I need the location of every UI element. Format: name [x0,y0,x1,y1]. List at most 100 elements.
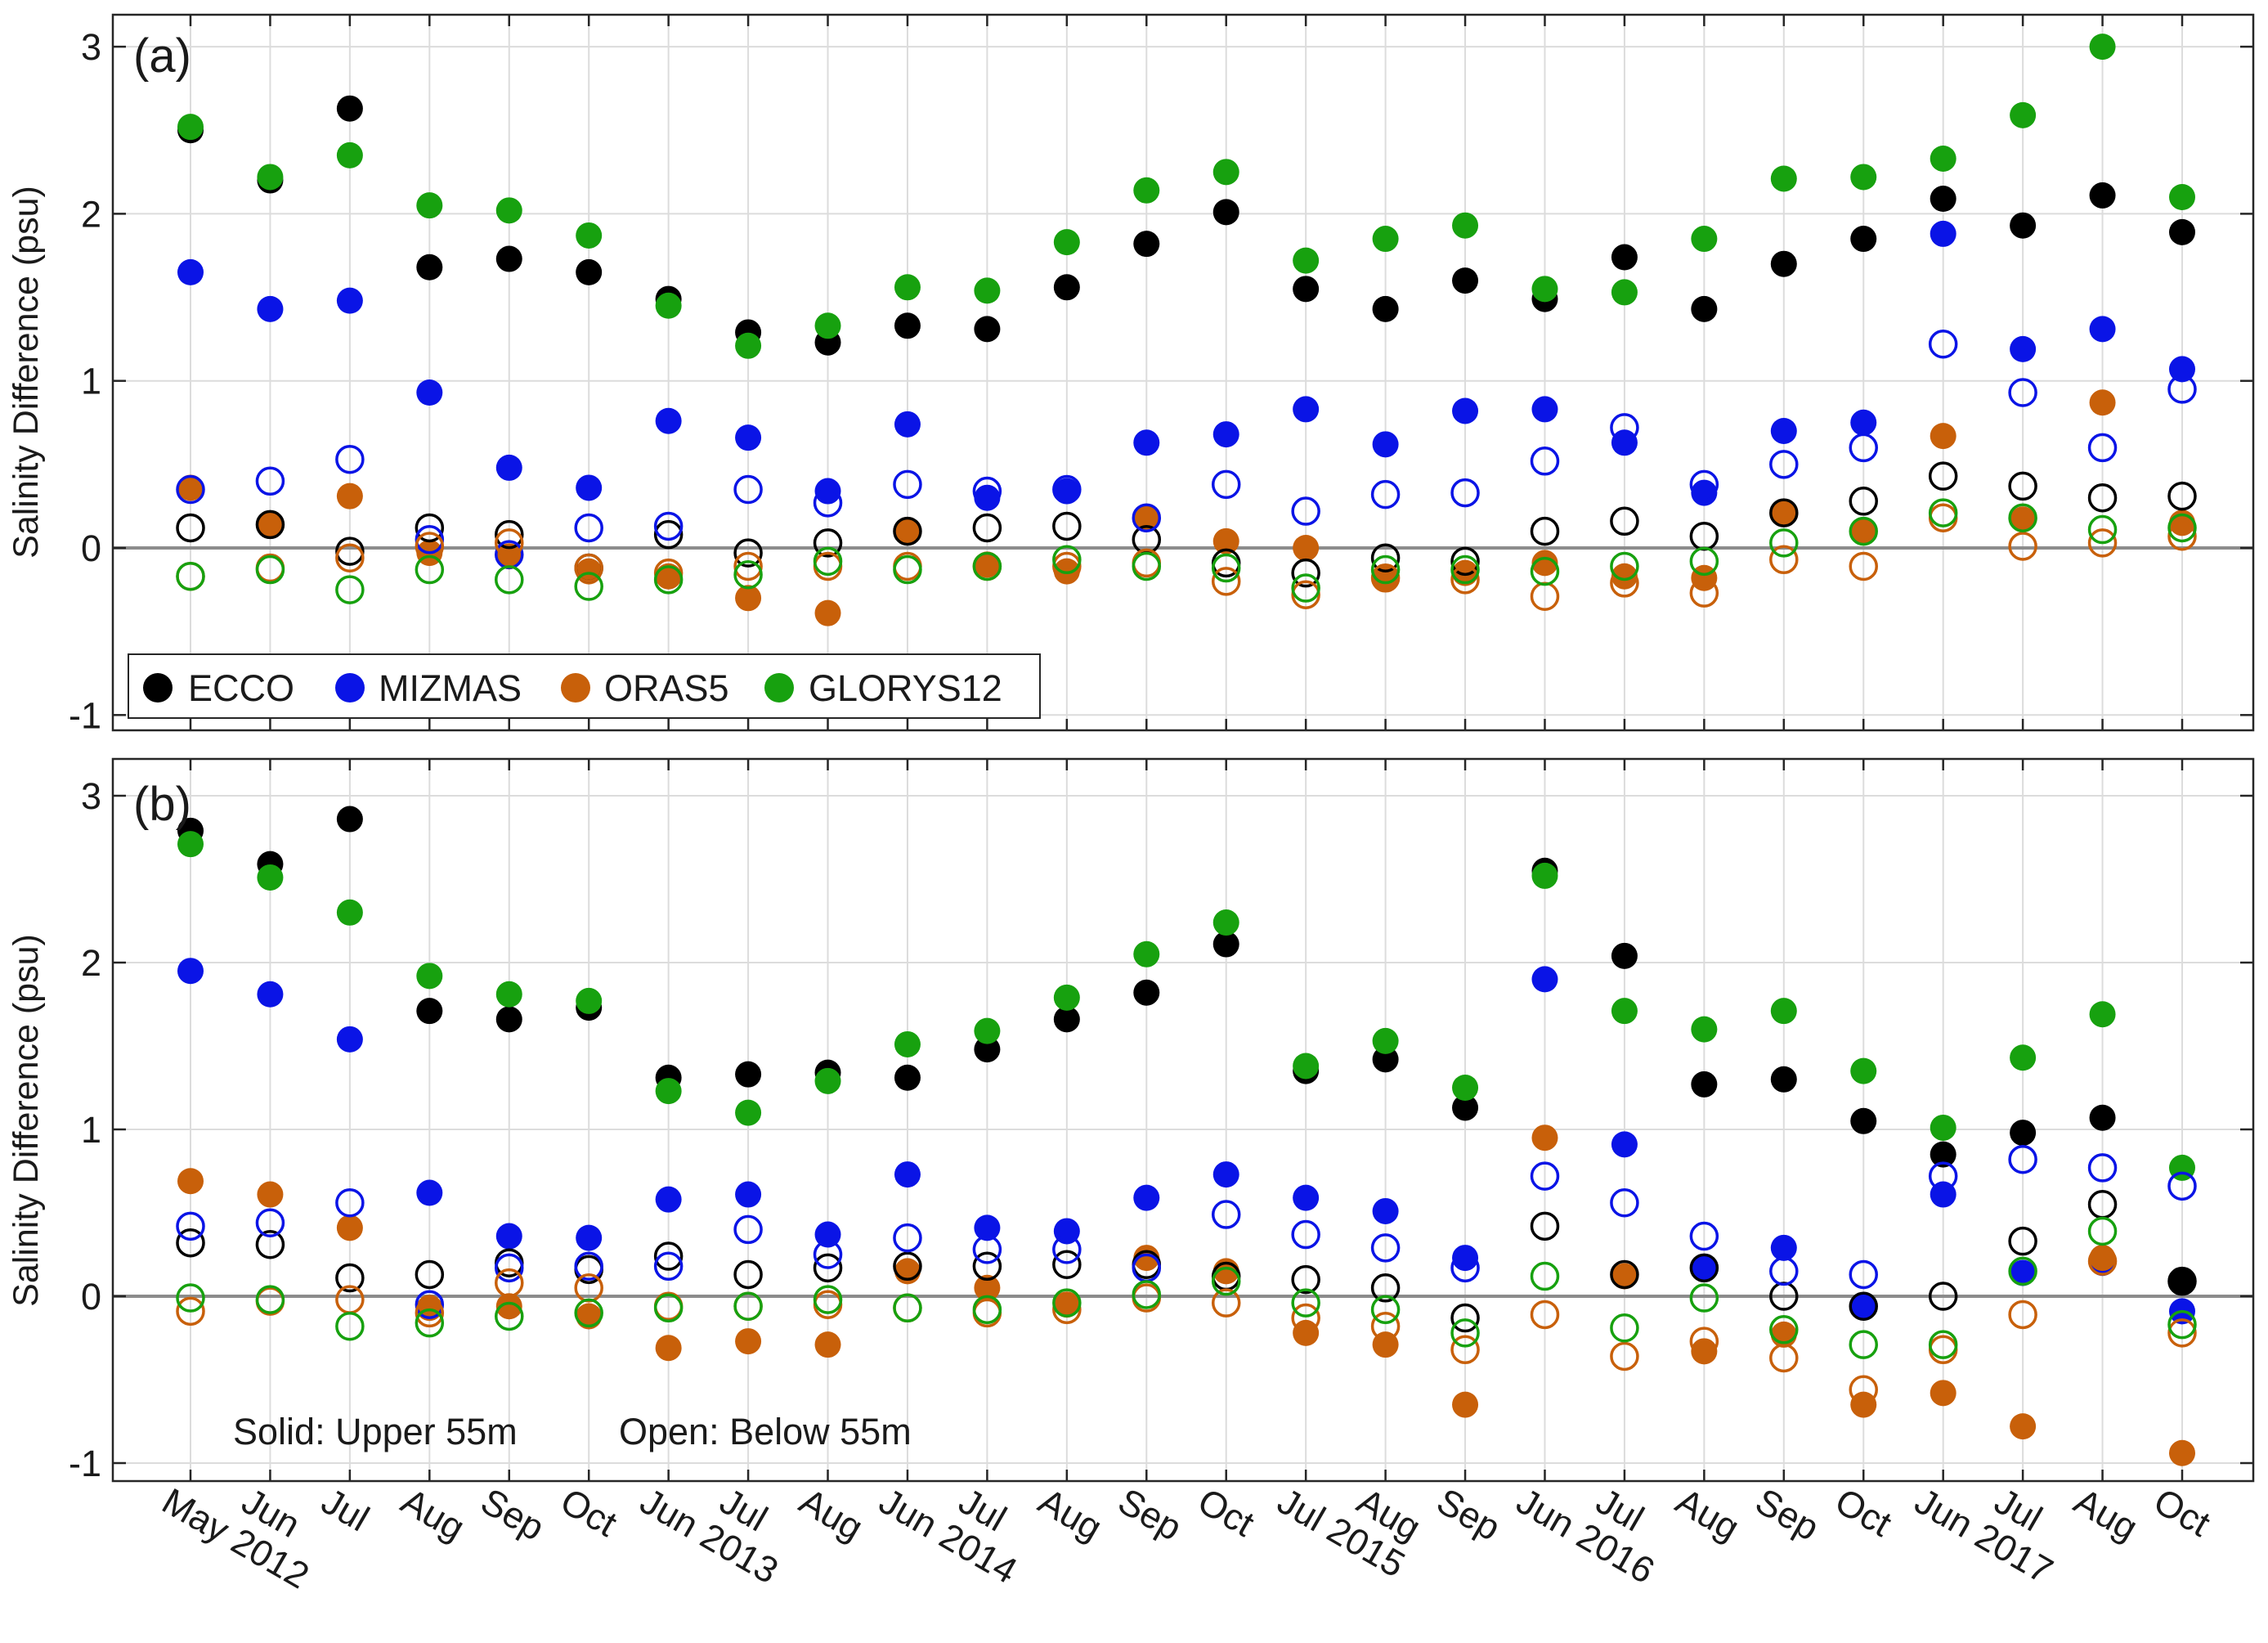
point-glorys12-solid [2089,34,2116,61]
point-mizmas-solid [416,379,443,406]
point-glorys12-solid [1850,164,1877,191]
point-glorys12-open [1689,546,1719,577]
panel-b-y-ticks: -1 0 1 2 3 [69,759,2253,1484]
point-ecco-open [1610,506,1639,536]
panel-b-label: (b) [133,778,191,831]
point-mizmas-open [813,488,843,518]
point-mizmas-solid [974,1214,1001,1241]
point-mizmas-solid [1372,431,1399,458]
legend-label-ecco: ECCO [188,667,294,709]
point-glorys12-solid [1053,229,1080,256]
point-oras5-solid [1770,500,1797,527]
point-glorys12-open [733,559,763,590]
point-ecco-open [1769,498,1799,527]
point-glorys12-open [733,1291,763,1321]
point-glorys12-solid [1531,276,1558,303]
point-oras5-solid [2010,506,2037,533]
point-oras5-solid [974,551,1001,578]
point-ecco-solid [1850,1107,1877,1134]
point-glorys12-open [2008,503,2037,532]
panel-b-y-axis-label: Salinity Difference (psu) [7,934,46,1307]
point-glorys12-solid [1531,862,1558,889]
point-ecco-solid [894,312,921,339]
point-glorys12-open [1370,1295,1401,1325]
point-mizmas-solid [894,411,921,438]
point-ecco-solid [2089,182,2116,209]
point-mizmas-solid [416,1179,443,1206]
point-oras5-open [2008,532,2037,561]
point-oras5-open [1610,568,1639,598]
point-glorys12-solid [1611,998,1638,1025]
point-mizmas-open [972,1235,1002,1264]
legend-label-oras5: ORAS5 [604,667,729,709]
point-ecco-solid [1770,1066,1797,1093]
point-oras5-open [1370,1311,1401,1341]
point-mizmas-open [1928,1161,1958,1191]
point-glorys12-solid [1452,1075,1479,1101]
point-glorys12-open [1769,528,1799,558]
point-mizmas-solid [177,258,204,285]
point-oras5-open [2087,1246,2118,1276]
point-glorys12-solid [416,963,443,990]
point-ecco-open [2167,1266,2197,1296]
point-ecco-open [813,1253,843,1283]
point-glorys12-solid [1850,1057,1877,1084]
point-oras5-open [1769,1343,1799,1373]
point-glorys12-open [1450,1318,1480,1348]
point-oras5-open [415,1298,445,1328]
point-glorys12-solid [1691,226,1718,253]
point-mizmas-open [1849,1259,1878,1290]
point-mizmas-open [893,1223,922,1253]
point-glorys12-open [495,565,524,595]
point-glorys12-solid [974,277,1001,304]
point-oras5-open [1450,565,1480,595]
point-ecco-open [2167,481,2197,511]
point-oras5-open [1849,551,1878,581]
point-glorys12-open [415,1308,445,1338]
point-mizmas-open [1769,450,1799,479]
panel-a-marks [176,34,2197,626]
point-glorys12-open [2008,1256,2037,1286]
point-oras5-open [495,528,524,558]
point-ecco-open [255,510,285,540]
point-mizmas-solid [1212,421,1239,448]
point-glorys12-solid [257,164,284,191]
point-glorys12-solid [1611,279,1638,306]
point-glorys12-open [1211,1266,1241,1296]
point-ecco-open [733,1259,763,1290]
point-glorys12-open [972,551,1002,581]
point-oras5-open [1689,578,1719,608]
point-mizmas-open [2087,1153,2118,1183]
point-mizmas-open [1052,1235,1082,1264]
point-glorys12-solid [1053,984,1080,1011]
point-ecco-open [1450,1303,1480,1333]
point-ecco-solid [1770,250,1797,277]
point-oras5-open [415,532,445,561]
point-mizmas-solid [894,1161,921,1188]
point-mizmas-solid [1452,1245,1479,1272]
point-oras5-solid [735,1328,762,1355]
point-mizmas-open [574,1251,603,1282]
point-ecco-solid [1611,942,1638,969]
point-glorys12-open [1291,1288,1320,1318]
point-oras5-open [495,1268,524,1298]
point-mizmas-solid [655,1186,682,1213]
point-mizmas-open [495,1253,524,1283]
point-oras5-open [733,551,763,581]
point-glorys12-solid [1372,1027,1399,1054]
point-ecco-solid [336,806,363,833]
point-glorys12-open [1211,553,1241,583]
y-tick-label: -1 [69,694,101,736]
point-oras5-solid [336,1214,363,1241]
point-oras5-solid [495,1293,522,1320]
point-ecco-solid [2089,1104,2116,1131]
point-glorys12-solid [2010,1044,2037,1071]
y-tick-label: 2 [81,942,101,984]
point-glorys12-solid [495,197,522,224]
point-mizmas-open [1769,1256,1799,1286]
point-oras5-open [1211,1288,1241,1318]
y-tick-label: 2 [81,193,101,235]
point-ecco-open [1052,511,1082,541]
point-oras5-solid [1133,505,1160,532]
legend-marker-oras5 [561,673,590,703]
